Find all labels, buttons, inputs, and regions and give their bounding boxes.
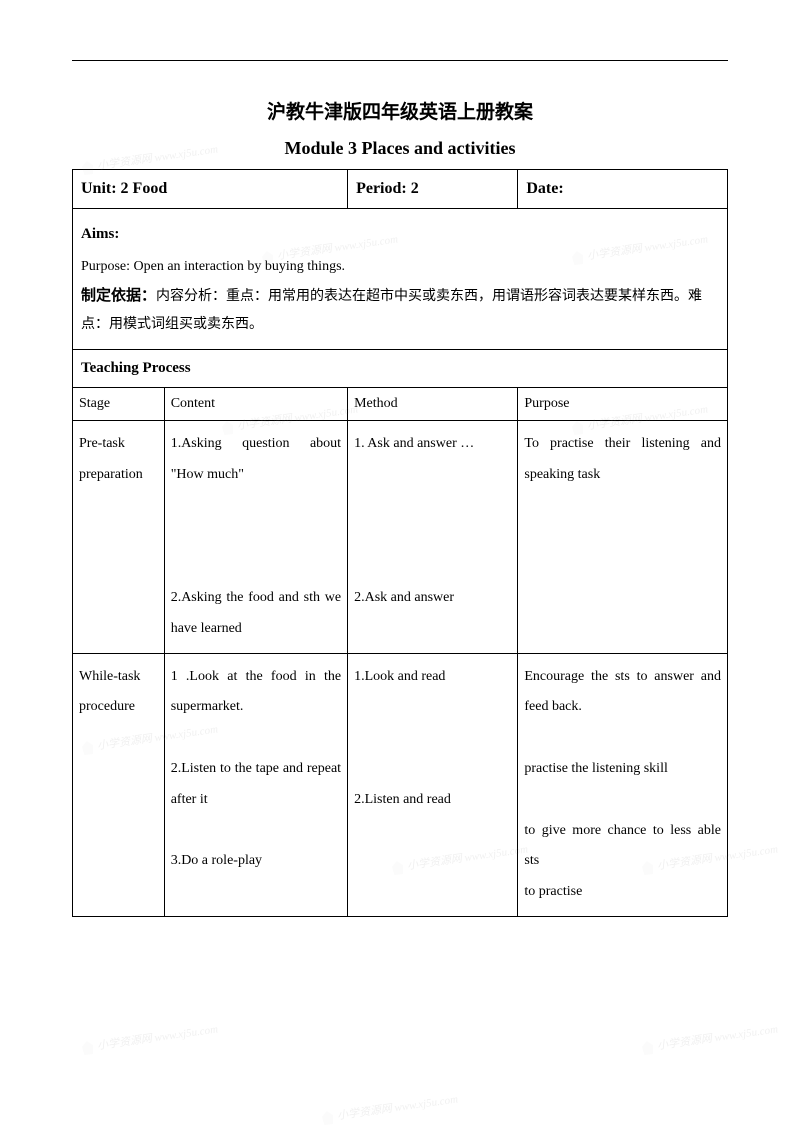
method-cell: 1. Ask and answer … 2.Ask and answer	[348, 421, 518, 654]
col-purpose: Purpose	[518, 388, 728, 421]
period-cell: Period: 2	[348, 170, 518, 209]
col-method: Method	[348, 388, 518, 421]
content-cell: 1 .Look at the food in the supermarket. …	[164, 653, 347, 916]
watermark: 小学资源网 www.xj5u.com	[640, 1020, 779, 1056]
teaching-process-row: Teaching Process	[73, 350, 728, 388]
header-row: Unit: 2 Food Period: 2 Date:	[73, 170, 728, 209]
stage-cell: Pre-task preparation	[73, 421, 165, 654]
module-title: Module 3 Places and activities	[72, 138, 728, 159]
table-row: Pre-task preparation 1.Asking question a…	[73, 421, 728, 654]
content-cell: 1.Asking question about "How much" 2.Ask…	[164, 421, 347, 654]
method-cell: 1.Look and read 2.Listen and read	[348, 653, 518, 916]
col-content: Content	[164, 388, 347, 421]
watermark: 小学资源网 www.xj5u.com	[80, 1020, 219, 1056]
basis-text: 内容分析：重点：用常用的表达在超市中买或卖东西，用谓语形容词表达要某样东西。难点…	[81, 289, 702, 332]
basis-label: 制定依据：	[81, 288, 156, 304]
lesson-plan-table: Unit: 2 Food Period: 2 Date: Aims: Purpo…	[72, 169, 728, 917]
date-cell: Date:	[518, 170, 728, 209]
purpose-cell: Encourage the sts to answer and feed bac…	[518, 653, 728, 916]
aims-cell: Aims: Purpose: Open an interaction by bu…	[73, 209, 728, 350]
unit-cell: Unit: 2 Food	[73, 170, 348, 209]
teaching-process-label: Teaching Process	[73, 350, 728, 388]
table-row: While-task procedure 1 .Look at the food…	[73, 653, 728, 916]
column-header-row: Stage Content Method Purpose	[73, 388, 728, 421]
main-title: 沪教牛津版四年级英语上册教案	[72, 97, 728, 124]
watermark: 小学资源网 www.xj5u.com	[320, 1090, 459, 1126]
stage-cell: While-task procedure	[73, 653, 165, 916]
purpose-cell: To practise their listening and speaking…	[518, 421, 728, 654]
aims-row: Aims: Purpose: Open an interaction by bu…	[73, 209, 728, 350]
aims-purpose: Purpose: Open an interaction by buying t…	[81, 259, 345, 274]
top-divider	[72, 60, 728, 61]
col-stage: Stage	[73, 388, 165, 421]
aims-label: Aims:	[81, 219, 719, 249]
